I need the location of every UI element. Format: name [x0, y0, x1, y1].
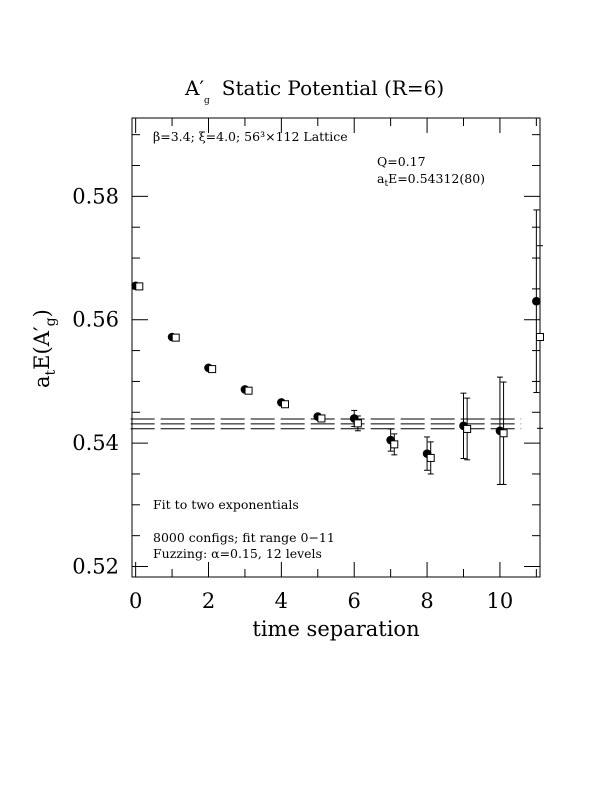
data-point-square	[281, 400, 289, 409]
data-point-square	[317, 414, 326, 423]
y-axis-label: atE(A′g)	[30, 309, 59, 388]
x-tick-label: 8	[420, 589, 433, 613]
data-points	[131, 209, 544, 485]
energy-annotation: atE=0.54312(80)	[377, 171, 485, 189]
x-tick-label: 0	[129, 589, 142, 613]
x-tick-label: 10	[487, 589, 514, 613]
data-point-square	[171, 333, 180, 342]
lattice-annotation: β=3.4; ξ=4.0; 56³×112 Lattice	[153, 129, 348, 144]
data-point-square	[536, 333, 544, 342]
y-tick-label: 0.56	[72, 308, 119, 332]
data-point-square	[135, 282, 144, 291]
fuzzing-annotation: Fuzzing: α=0.15, 12 levels	[153, 546, 322, 561]
data-point-square	[208, 365, 217, 374]
configs-annotation: 8000 configs; fit range 0−11	[153, 530, 335, 545]
data-point-square	[353, 419, 362, 428]
y-tick-label: 0.52	[72, 555, 119, 579]
data-point-square	[244, 386, 253, 395]
chart-title: A′gStatic Potential (R=6)	[184, 76, 444, 106]
x-tick-label: 6	[348, 589, 361, 613]
y-tick-label: 0.58	[72, 184, 119, 208]
fit-annotation: Fit to two exponentials	[153, 497, 299, 512]
fit-band	[130, 418, 522, 430]
data-point-square	[499, 429, 508, 438]
x-tick-label: 2	[202, 589, 215, 613]
x-tick-label: 4	[275, 589, 288, 613]
data-point-circle	[532, 296, 541, 306]
data-point-square	[426, 453, 435, 462]
x-axis-label: time separation	[252, 617, 419, 641]
y-tick-label: 0.54	[72, 431, 119, 455]
data-point-square	[390, 440, 399, 449]
tick-labels: 0 2 4 6 8 10 0.52 0.54 0.56 0.58	[72, 184, 513, 613]
data-point-square	[463, 424, 472, 433]
q-annotation: Q=0.17	[377, 154, 426, 169]
